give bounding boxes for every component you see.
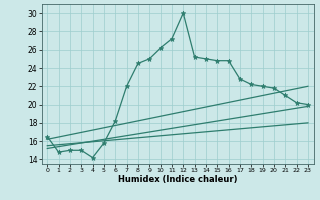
X-axis label: Humidex (Indice chaleur): Humidex (Indice chaleur) xyxy=(118,175,237,184)
